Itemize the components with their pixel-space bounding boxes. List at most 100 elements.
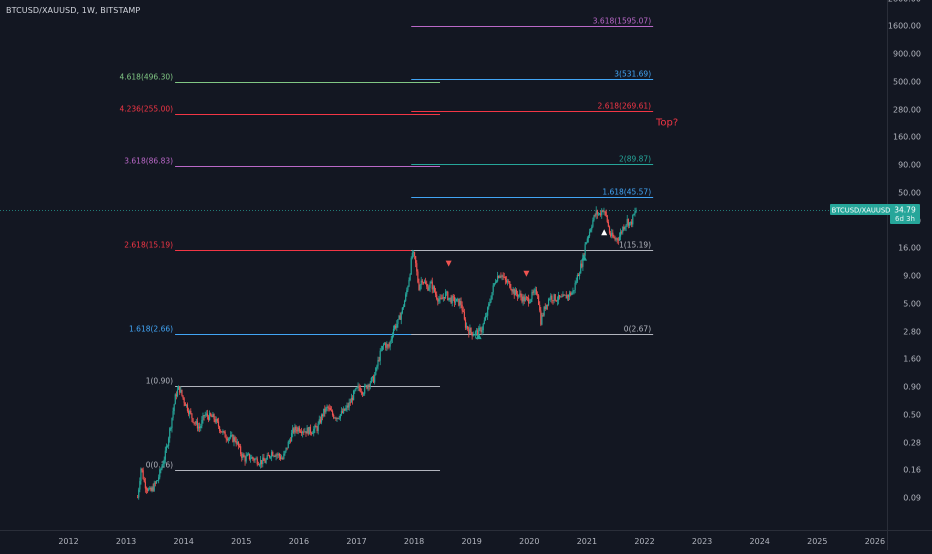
candle-body [578,273,581,277]
y-tick-label: 0.90 [903,382,921,391]
y-tick-label: 5.00 [903,300,921,309]
x-tick-label: 2016 [289,537,309,546]
candle-body [275,454,277,457]
candle-body [323,408,325,417]
candle-body [165,446,168,451]
candle-body [596,210,598,215]
candle-body [480,327,482,333]
symbol-badge [830,204,892,215]
candle-body [625,224,627,227]
candle-body [559,295,561,298]
candle-body [525,297,528,299]
candle-body [575,281,577,283]
candle-body [522,296,524,302]
candle-body [495,281,498,283]
candle-body [336,417,338,419]
candle-body [419,284,421,290]
candle-body [539,304,541,311]
candle-body [205,413,207,415]
candle-body [523,296,525,302]
candle-body [380,349,382,351]
candle-body [397,319,399,325]
candle-body [413,252,416,257]
candle-body [308,426,310,435]
candle-body [384,343,386,345]
candle-body [196,421,199,429]
candle-body [172,411,174,418]
x-tick-label: 2019 [462,537,482,546]
candle-body [409,274,411,281]
candle-body [314,425,316,430]
candle-body [232,434,234,442]
candle-body [546,304,549,306]
candle-body [377,359,379,367]
candle-body [215,419,217,423]
candle-body [305,431,307,434]
candle-body [462,310,464,312]
candle-body [371,376,374,378]
candle-body [217,421,220,427]
candle-body [475,330,478,332]
candle-body [264,460,266,463]
candle-body [224,431,226,438]
candle-body [613,236,615,238]
candle-body [201,419,203,426]
candle-body [392,328,395,336]
fib-level-label: 2.618(269.61) [598,102,652,111]
y-tick-label: 2800.00 [888,0,921,4]
x-tick-label: 2026 [865,537,885,546]
candle-body [510,287,512,290]
candle-body [288,440,290,442]
candle-body [545,304,547,310]
candle-body [170,428,172,429]
candle-body [243,454,245,457]
candle-body [633,213,635,216]
candle-body [618,236,621,241]
candle-body [161,465,163,470]
candle-body [407,286,409,291]
x-tick-label: 2015 [231,537,251,546]
candle-body [634,211,636,214]
candle-body [346,405,348,408]
plot-area[interactable] [0,0,887,530]
candle-body [469,327,471,334]
candle-body [366,385,368,389]
candle-body [505,280,508,283]
candle-body [432,286,434,290]
candle-body [598,213,601,215]
candle-body [195,421,197,424]
candle-body [459,301,461,306]
candle-body [365,385,367,387]
candle-body [184,402,186,406]
candle-body [334,417,336,419]
candle-body [162,463,164,466]
candle-body [214,419,216,423]
candle-body [138,489,140,498]
candle-body [180,389,182,393]
candle-body [230,435,232,438]
candle-body [256,458,258,465]
candle-body [603,211,605,213]
candle-body [372,376,375,383]
candle-body [329,408,331,411]
candle-body [587,236,590,239]
candle-body [350,397,353,403]
candle-body [152,487,154,491]
candle-body [557,295,560,301]
candle-body [194,422,196,424]
candle-body [298,427,300,432]
fib-level-label: 1(15.19) [619,241,651,250]
candle-body [386,344,388,348]
candle-body [222,431,224,433]
candle-body [200,425,202,429]
candle-body [337,417,339,419]
candle-body [420,280,422,285]
candle-body [282,458,284,460]
fib-level-label: 4.618(496.30) [119,73,173,82]
candle-body [333,415,335,419]
candle-body [389,341,391,347]
candle-body [474,331,477,335]
candle-body [144,481,146,489]
